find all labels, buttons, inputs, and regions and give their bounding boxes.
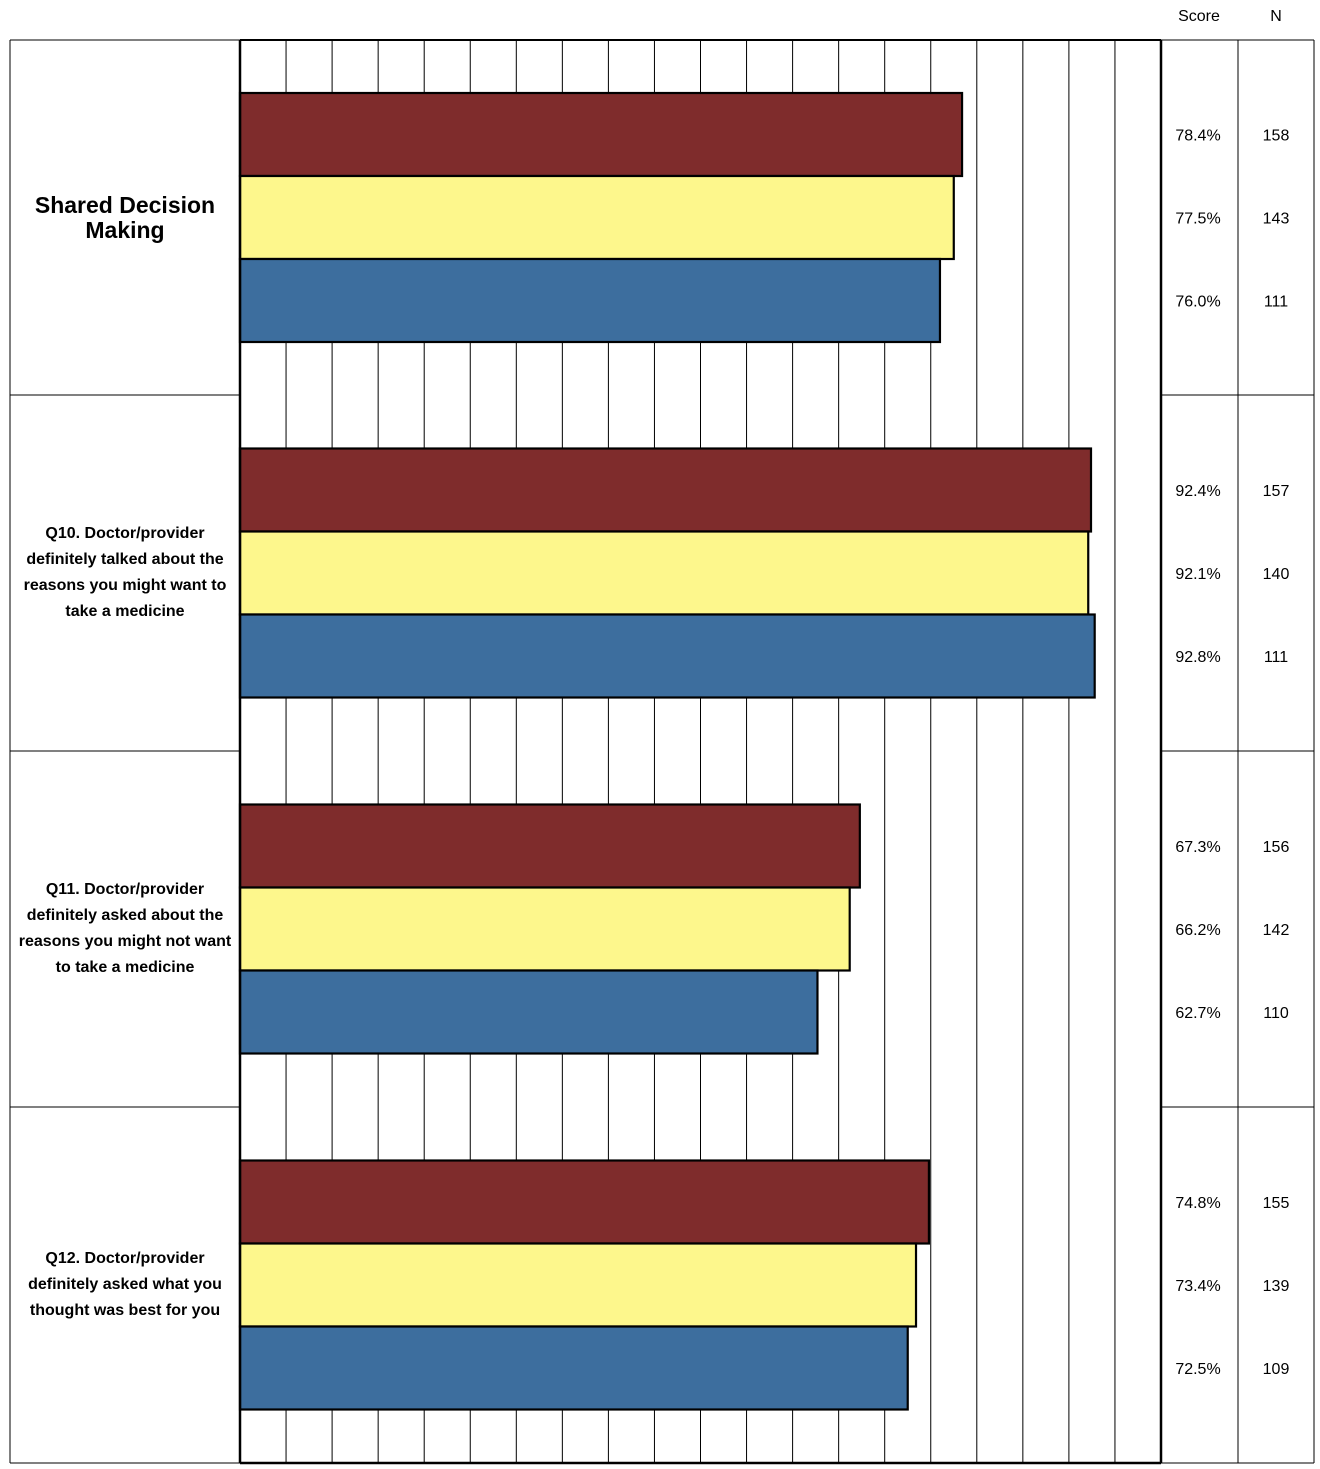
score-column-header: Score: [1178, 8, 1220, 25]
score-label: 92.8%: [1175, 649, 1220, 666]
score-label: 72.5%: [1175, 1361, 1220, 1378]
bar: [238, 1325, 909, 1411]
score-label: 92.1%: [1175, 566, 1220, 583]
n-label: 110: [1263, 1005, 1289, 1022]
category-label-q11: Q11. Doctor/provider definitely asked ab…: [18, 881, 232, 976]
score-label: 92.4%: [1175, 483, 1220, 500]
category-label-shared-decision-making: Shared Decision Making: [34, 191, 216, 243]
bar: [238, 969, 819, 1055]
n-label: 142: [1263, 922, 1290, 939]
score-label: 76.0%: [1175, 294, 1220, 311]
score-label: 73.4%: [1175, 1278, 1220, 1295]
n-label: 109: [1263, 1361, 1290, 1378]
bar: [238, 530, 1090, 616]
n-label: 155: [1263, 1195, 1290, 1212]
bar: [238, 1159, 931, 1245]
bar: [238, 803, 861, 889]
bar: [238, 91, 964, 178]
score-label: 67.3%: [1175, 839, 1220, 856]
score-label: 77.5%: [1175, 211, 1220, 228]
score-label: 62.7%: [1175, 1005, 1220, 1022]
n-column-header: N: [1270, 8, 1282, 25]
n-label: 111: [1264, 649, 1288, 666]
category-label-q10: Q10. Doctor/provider definitely talked a…: [23, 525, 227, 620]
n-label: 139: [1263, 1278, 1290, 1295]
n-label: 143: [1263, 211, 1290, 228]
score-label: 78.4%: [1175, 128, 1220, 145]
bar: [238, 886, 851, 972]
bar: [238, 1242, 918, 1328]
score-label: 74.8%: [1175, 1195, 1220, 1212]
n-label: 156: [1263, 839, 1290, 856]
bar: [238, 447, 1093, 533]
n-label: 111: [1264, 294, 1288, 311]
n-label: 157: [1263, 483, 1290, 500]
bar: [238, 613, 1096, 699]
category-label-q12: Q12. Doctor/provider definitely asked wh…: [28, 1250, 222, 1319]
bar: [238, 174, 955, 261]
n-label: 140: [1263, 566, 1290, 583]
score-label: 66.2%: [1175, 922, 1220, 939]
bar: [238, 257, 942, 344]
n-label: 158: [1263, 128, 1290, 145]
